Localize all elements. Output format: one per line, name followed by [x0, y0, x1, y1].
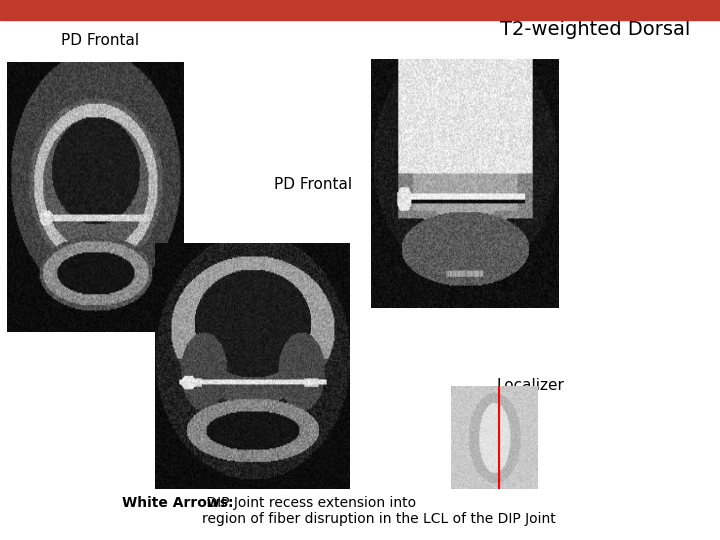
Bar: [0, 0, 720, 20]
Text: T2-weighted Dorsal: T2-weighted Dorsal: [500, 20, 690, 39]
Text: Lateral: Lateral: [13, 86, 57, 99]
Bar: [256, 172, 396, 205]
Text: PD Frontal: PD Frontal: [61, 33, 140, 49]
Text: PD Frontal: PD Frontal: [274, 177, 352, 192]
Text: Localizer: Localizer: [497, 378, 564, 393]
Text: DIP Joint recess extension into
region of fiber disruption in the LCL of the DIP: DIP Joint recess extension into region o…: [202, 496, 555, 526]
Text: White Arrows:: White Arrows:: [122, 496, 234, 510]
Text: Lateral: Lateral: [380, 49, 424, 62]
Text: Distal: Distal: [479, 287, 515, 300]
Text: Distal: Distal: [76, 332, 112, 345]
